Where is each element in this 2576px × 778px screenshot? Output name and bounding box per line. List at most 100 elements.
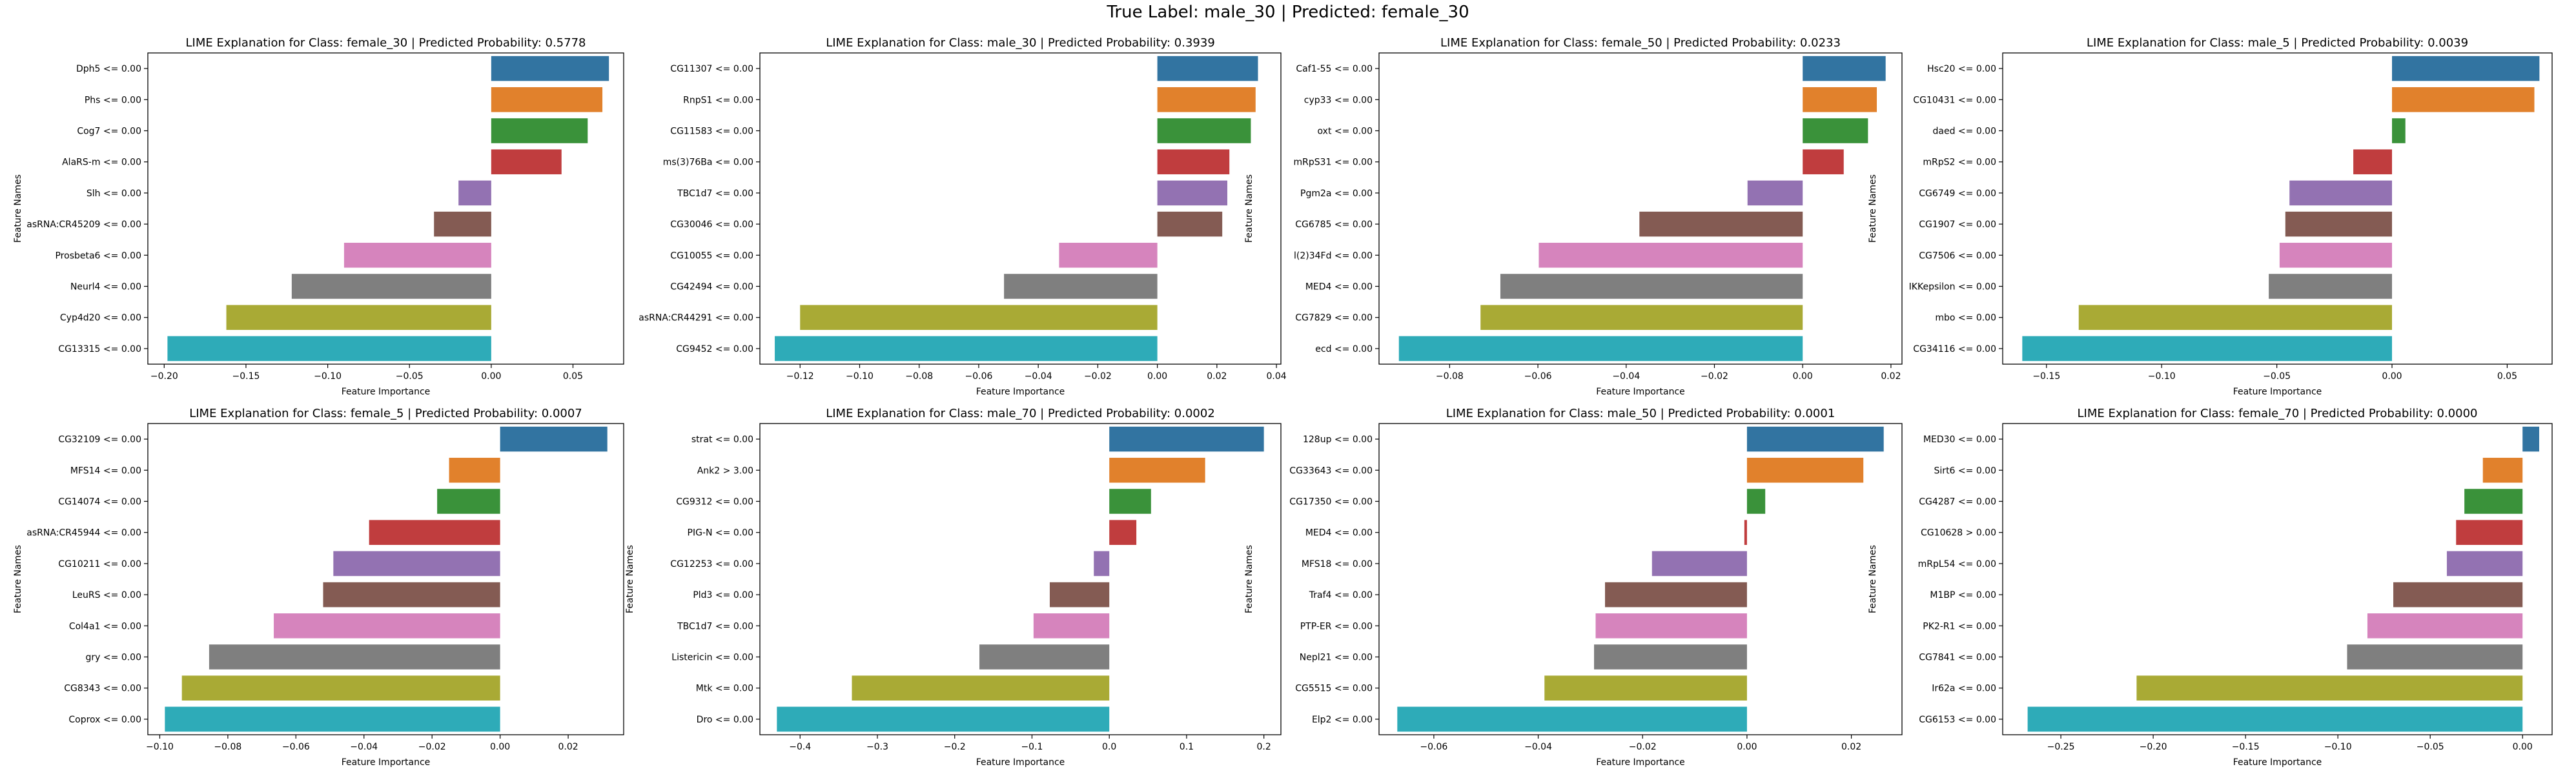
bar-4 [1803, 149, 1844, 174]
bar-6 [2393, 582, 2523, 608]
bar-9 [2078, 305, 2393, 330]
bar-8 [1004, 274, 1158, 299]
y-tick-label: Ir62a <= 0.00 [1932, 684, 1996, 694]
bar-7 [1595, 613, 1747, 639]
bar-8 [2269, 274, 2393, 299]
x-tick-label: −0.05 [2417, 742, 2444, 752]
y-tick-label: Hsc20 <= 0.00 [1927, 64, 1996, 74]
x-tick-label: 0.2 [1257, 742, 1271, 752]
x-tick-label: −0.04 [350, 742, 378, 752]
y-tick-label: CG42494 <= 0.00 [670, 282, 753, 292]
y-tick-label: PIG-N <= 0.00 [688, 528, 753, 538]
y-tick-label: CG17350 <= 0.00 [1289, 497, 1373, 507]
y-tick-label: CG8343 <= 0.00 [64, 684, 141, 694]
bar-4 [2353, 149, 2393, 174]
y-tick-label: ecd <= 0.00 [1315, 344, 1373, 354]
bar-8 [209, 644, 500, 670]
y-tick-label: Coprox <= 0.00 [68, 715, 141, 725]
bar-8 [291, 274, 491, 299]
y-tick-label: CG11307 <= 0.00 [670, 64, 753, 74]
x-tick-label: −0.15 [2032, 371, 2060, 382]
y-tick-label: Neurl4 <= 0.00 [70, 282, 141, 292]
bar-9 [852, 675, 1110, 701]
bar-2 [1157, 87, 1256, 112]
y-tick-label: Slh <= 0.00 [87, 189, 141, 199]
y-tick-label: CG9452 <= 0.00 [676, 344, 753, 354]
x-tick-label: −0.20 [2140, 742, 2167, 752]
x-tick-label: 0.02 [1207, 371, 1227, 382]
y-tick-label: CG10628 > 0.00 [1921, 528, 1996, 538]
bar-3 [1109, 489, 1151, 514]
x-tick-label: 0.0 [1102, 742, 1116, 752]
y-tick-label: CG1907 <= 0.00 [1919, 220, 1996, 230]
y-tick-label: Prosbeta6 <= 0.00 [55, 251, 141, 261]
y-tick-label: Dph5 <= 0.00 [76, 64, 141, 74]
chart-panel-3: Caf1-55 <= 0.00 cyp33 <= 0.00 oxt <= 0.00 m… [1244, 36, 1903, 397]
x-tick-label: −0.08 [214, 742, 241, 752]
bar-8 [1500, 274, 1803, 299]
bar-2 [1746, 458, 1864, 483]
bar-4 [1157, 149, 1230, 174]
x-tick-label: 0.02 [1881, 371, 1901, 382]
bar-6 [1639, 211, 1803, 237]
x-tick-label: 0.00 [1147, 371, 1167, 382]
y-tick-label: Cyp4d20 <= 0.00 [60, 313, 141, 323]
x-tick-label: 0.02 [1841, 742, 1861, 752]
bar-2 [2392, 87, 2535, 112]
bar-3 [2464, 489, 2523, 514]
chart-title: LIME Explanation for Class: male_70 | Pr… [826, 407, 1215, 420]
x-tick-label: −0.12 [786, 371, 814, 382]
bar-9 [2136, 675, 2523, 701]
bar-10 [777, 706, 1110, 732]
bar-1 [500, 426, 608, 452]
y-tick-label: daed <= 0.00 [1933, 127, 1997, 137]
bar-1 [1803, 56, 1886, 81]
chart-panel-8: MED30 <= 0.00 Sirt6 <= 0.00 CG4287 <= 0.00… [1868, 407, 2553, 768]
axes-frame [2002, 423, 2553, 735]
axes-frame [1378, 52, 1903, 365]
bar-5 [1651, 551, 1747, 577]
bar-2 [449, 458, 500, 483]
bar-4 [491, 149, 562, 174]
y-axis-label: Feature Names [625, 545, 635, 613]
x-tick-label: −0.10 [846, 371, 874, 382]
y-tick-label: MFS14 <= 0.00 [70, 466, 141, 476]
x-tick-label: −0.05 [396, 371, 424, 382]
x-tick-label: −0.15 [2232, 742, 2260, 752]
x-tick-label: 0.05 [563, 371, 583, 382]
bar-6 [1605, 582, 1747, 608]
x-tick-label: −0.04 [1025, 371, 1052, 382]
bar-4 [369, 520, 500, 545]
bar-2 [1803, 87, 1877, 112]
bar-6 [323, 582, 500, 608]
y-tick-label: CG30046 <= 0.00 [670, 220, 753, 230]
axes-frame [147, 423, 624, 735]
x-axis-label: Feature Importance [2233, 757, 2322, 768]
bar-5 [1747, 180, 1803, 206]
y-tick-label: Nepl21 <= 0.00 [1300, 653, 1373, 663]
x-axis-label: Feature Importance [976, 387, 1065, 397]
y-tick-label: CG32109 <= 0.00 [58, 435, 141, 445]
bar-7 [2367, 613, 2523, 639]
bar-1 [2522, 426, 2539, 452]
y-axis-label: Feature Names [1868, 174, 1878, 243]
y-tick-label: CG14074 <= 0.00 [58, 497, 141, 507]
y-tick-label: CG10431 <= 0.00 [1913, 95, 1996, 105]
y-tick-label: PTP-ER <= 0.00 [1300, 621, 1373, 631]
bar-5 [1157, 180, 1227, 206]
chart-panel-6: strat <= 0.00 Ank2 > 3.00 CG9312 <= 0.00 PI… [625, 407, 1282, 768]
y-tick-label: asRNA:CR44291 <= 0.00 [639, 313, 753, 323]
x-tick-label: −0.10 [2324, 742, 2352, 752]
bar-6 [1049, 582, 1110, 608]
y-tick-label: ms(3)76Ba <= 0.00 [663, 158, 753, 168]
x-tick-label: 0.1 [1180, 742, 1194, 752]
x-tick-label: −0.06 [282, 742, 310, 752]
y-tick-label: mRpL54 <= 0.00 [1918, 559, 1996, 569]
y-tick-label: Mtk <= 0.00 [696, 684, 753, 694]
y-tick-label: oxt <= 0.00 [1318, 127, 1373, 137]
bar-4 [1109, 520, 1137, 545]
y-tick-label: mRpS2 <= 0.00 [1923, 158, 1996, 168]
x-tick-label: −0.1 [1021, 742, 1043, 752]
bar-1 [1746, 426, 1884, 452]
y-tick-label: CG12253 <= 0.00 [670, 559, 753, 569]
